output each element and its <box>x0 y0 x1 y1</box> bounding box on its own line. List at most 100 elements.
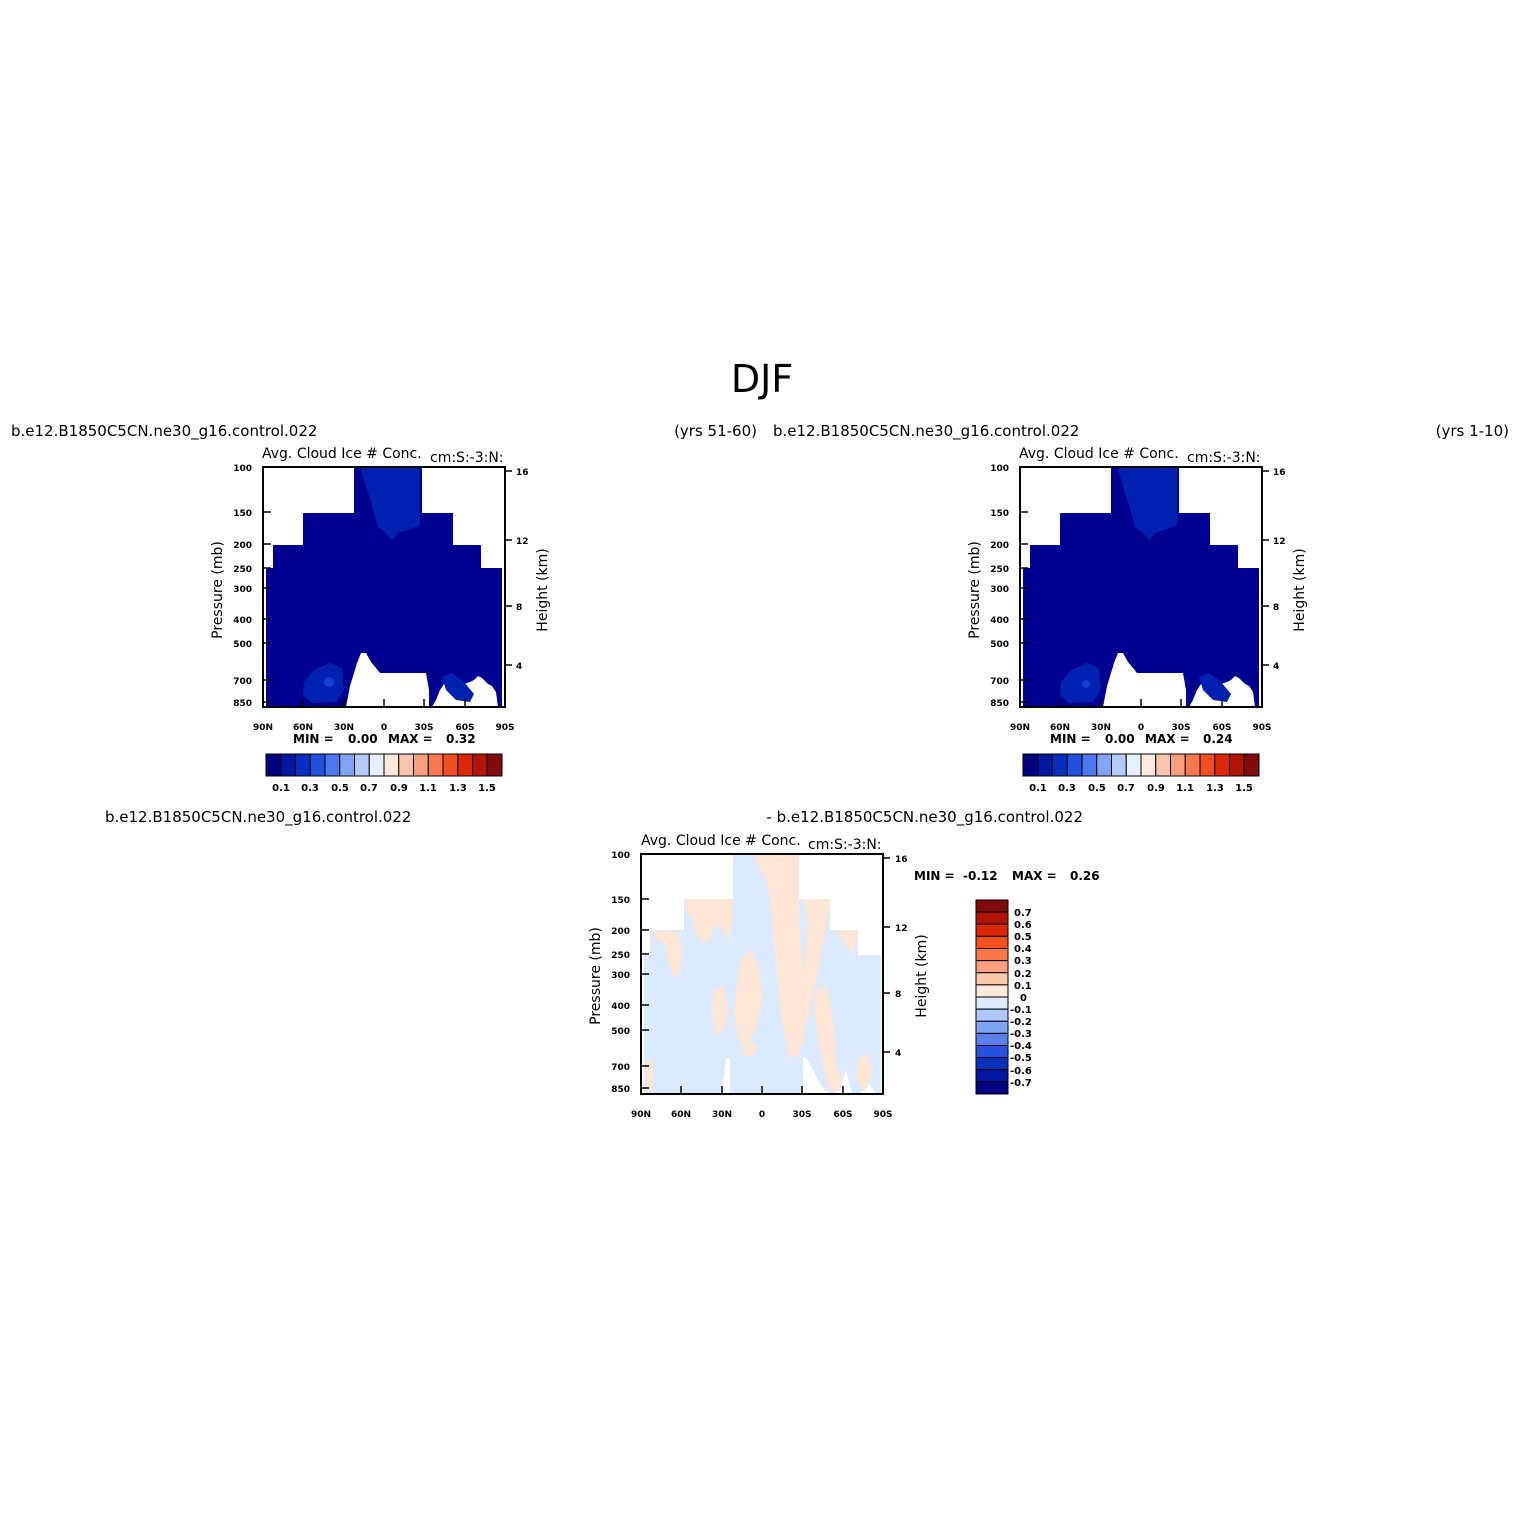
panel-2-max-label: MAX = <box>1145 732 1190 746</box>
panel-1-years: (yrs 51-60) <box>674 422 757 440</box>
y-tick-label: 150 <box>611 896 630 906</box>
colorbar-label: 0.6 <box>1014 920 1032 931</box>
colorbar-box <box>295 753 311 777</box>
colorbar-label: 0.5 <box>331 783 349 794</box>
colorbar-label: -0.2 <box>1010 1017 1032 1028</box>
panel-2-y-ticks: 100 150 200 250 300 400 500 700 850 <box>990 464 1028 709</box>
colorbar-box <box>975 1008 1009 1022</box>
x-tick-label: 60N <box>1050 723 1070 733</box>
y-tick-label: 500 <box>990 640 1009 650</box>
right-tick-label: 12 <box>895 924 908 934</box>
panel-3-title: Avg. Cloud Ice # Conc. <box>641 833 801 849</box>
panel-1-right-ticks: 16 12 8 4 <box>505 468 529 672</box>
panel-3: b.e12.B1850C5CN.ne30_g16.control.022 - b… <box>105 808 1100 1120</box>
colorbar-label: 0.7 <box>1014 908 1032 919</box>
y-tick-label: 200 <box>233 541 252 551</box>
panel-2-field-level3 <box>1082 680 1090 688</box>
x-tick-label: 60S <box>1212 723 1231 733</box>
colorbar-box <box>1037 753 1053 777</box>
colorbar-label: 0.1 <box>1014 981 1032 992</box>
x-tick-label: 90S <box>873 1110 892 1120</box>
panel-2-ylabel-right: Height (km) <box>1292 548 1308 631</box>
panel-2-colorbar: 0.1 0.3 0.5 0.7 0.9 1.1 1.3 1.5 <box>1022 753 1260 794</box>
panel-3-min-value: -0.12 <box>963 869 998 883</box>
colorbar-label: 0.3 <box>1058 783 1076 794</box>
y-tick-label: 850 <box>990 699 1009 709</box>
y-tick-label: 300 <box>611 971 630 981</box>
y-tick-label: 250 <box>990 565 1009 575</box>
colorbar-box <box>354 753 370 777</box>
colorbar-box <box>1066 753 1083 777</box>
colorbar-box <box>1170 753 1186 777</box>
panel-2-field-level2-top <box>1117 467 1177 540</box>
panel-3-max-label: MAX = <box>1012 869 1057 883</box>
colorbar-box <box>398 753 414 777</box>
colorbar-label: 0 <box>1020 993 1027 1004</box>
colorbar-label: 0.2 <box>1014 969 1032 980</box>
colorbar-label: 0.7 <box>1117 783 1135 794</box>
panel-3-y-ticks: 100 150 200 250 300 400 500 700 850 <box>611 851 649 1095</box>
colorbar-label: 0.9 <box>1147 783 1165 794</box>
y-tick-label: 200 <box>990 541 1009 551</box>
colorbar-box <box>324 753 341 777</box>
y-tick-label: 500 <box>611 1027 630 1037</box>
y-tick-label: 850 <box>611 1085 630 1095</box>
colorbar-label: -0.3 <box>1010 1029 1032 1040</box>
colorbar-box <box>975 935 1009 949</box>
figure-title: DJF <box>731 357 793 401</box>
colorbar-label: 1.1 <box>1176 783 1194 794</box>
colorbar-box <box>1125 753 1142 777</box>
x-tick-label: 90N <box>631 1110 651 1120</box>
x-tick-label: 90S <box>495 723 514 733</box>
right-tick-label: 16 <box>516 468 529 478</box>
colorbar-box <box>280 753 296 777</box>
panel-1-field-main <box>266 467 502 707</box>
panel-3-axes: 100 150 200 250 300 400 500 700 850 16 1… <box>588 851 930 1120</box>
colorbar-box <box>1243 753 1260 777</box>
positive-region <box>836 930 858 954</box>
colorbar-label: 1.3 <box>449 783 467 794</box>
panel-1-field-level2-left <box>303 663 344 703</box>
colorbar-label: -0.1 <box>1010 1005 1032 1016</box>
positive-region <box>712 986 728 1036</box>
panel-1-field-level2-right <box>442 673 474 702</box>
y-tick-label: 500 <box>233 640 252 650</box>
panel-1-colorbar-boxes <box>265 753 503 777</box>
panel-2-field-level2-left <box>1060 663 1101 703</box>
panel-2-field-level2-right <box>1199 673 1231 702</box>
colorbar-box <box>975 1081 1009 1095</box>
panel-1-ylabel-right: Height (km) <box>535 548 551 631</box>
colorbar-label: 0.4 <box>1014 944 1032 955</box>
panel-3-min-label: MIN = <box>914 869 955 883</box>
colorbar-box <box>1184 753 1201 777</box>
panel-1-max-label: MAX = <box>388 732 433 746</box>
panel-2-axes: 100 150 200 250 300 400 500 700 850 16 1… <box>967 464 1308 733</box>
right-tick-label: 4 <box>516 662 522 672</box>
panel-3-units: cm:S:-3:N: <box>808 837 882 853</box>
x-tick-label: 60N <box>671 1110 691 1120</box>
panel-1-case-name: b.e12.B1850C5CN.ne30_g16.control.022 <box>11 422 317 441</box>
colorbar-box <box>975 960 1009 974</box>
colorbar-box <box>975 899 1009 913</box>
positive-region <box>684 899 733 944</box>
right-tick-label: 16 <box>1273 468 1286 478</box>
panel-3-max-value: 0.26 <box>1070 869 1100 883</box>
colorbar-box <box>975 1045 1009 1059</box>
colorbar-box <box>975 984 1009 998</box>
panel-3-ylabel-right: Height (km) <box>914 934 930 1017</box>
panel-1-units: cm:S:-3:N: <box>430 450 504 466</box>
right-tick-label: 4 <box>1273 662 1279 672</box>
x-tick-label: 0 <box>759 1110 765 1120</box>
right-tick-label: 8 <box>1273 603 1279 613</box>
colorbar-box <box>457 753 473 777</box>
colorbar-label: -0.4 <box>1010 1041 1032 1052</box>
y-tick-label: 100 <box>990 464 1009 474</box>
right-tick-label: 16 <box>895 855 908 865</box>
colorbar-label: 0.3 <box>301 783 319 794</box>
y-tick-label: 100 <box>611 851 630 861</box>
y-tick-label: 700 <box>990 677 1009 687</box>
colorbar-label: 0.1 <box>272 783 290 794</box>
colorbar-label: 1.1 <box>419 783 437 794</box>
x-tick-label: 30S <box>414 723 433 733</box>
panel-1-y-ticks: 100 150 200 250 300 400 500 700 850 <box>233 464 271 709</box>
